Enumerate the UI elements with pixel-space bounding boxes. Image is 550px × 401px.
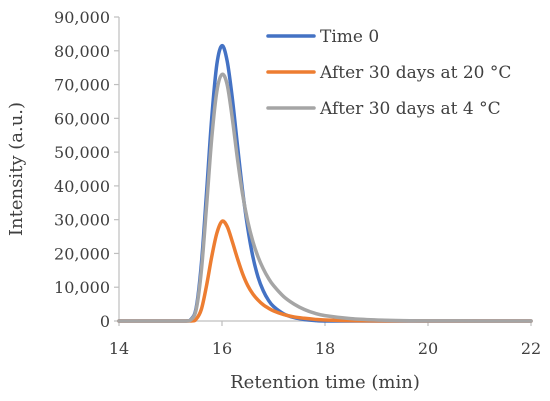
- plot-area: 0 10,000 20,000 30,000 40,000 50,000 60,000 70,…: [54, 8, 541, 358]
- x-tick-label: 16: [212, 339, 232, 358]
- y-tick-label: 40,000: [54, 177, 110, 196]
- x-tick-label: 22: [521, 339, 541, 358]
- x-tick-label: 20: [418, 339, 438, 358]
- legend-label-0: Time 0: [320, 27, 379, 47]
- series-line-2: [117, 72, 533, 323]
- y-tick-label: 30,000: [54, 211, 110, 230]
- y-tick-label: 20,000: [54, 244, 110, 263]
- legend: Time 0 After 30 days at 20 °C After 30 day…: [266, 27, 511, 119]
- series-line-0: [117, 43, 533, 323]
- y-tick-label: 50,000: [54, 143, 110, 162]
- x-axis-ticks: 14 16 18 20 22: [109, 321, 541, 358]
- series-line-1: [117, 219, 533, 323]
- y-tick-label: 80,000: [54, 42, 110, 61]
- y-tick-label: 70,000: [54, 76, 110, 95]
- y-tick-label: 60,000: [54, 109, 110, 128]
- x-tick-label: 14: [109, 339, 129, 358]
- x-axis-title: Retention time (min): [230, 372, 420, 393]
- x-tick-label: 18: [315, 339, 335, 358]
- series-lines: [117, 43, 533, 323]
- legend-label-1: After 30 days at 20 °C: [319, 63, 511, 83]
- y-axis-title: Intensity (a.u.): [6, 102, 27, 236]
- y-tick-label: 10,000: [54, 278, 110, 297]
- y-tick-label: 90,000: [54, 8, 110, 27]
- y-tick-label: 0: [100, 312, 110, 331]
- y-axis-ticks: 0 10,000 20,000 30,000 40,000 50,000 60,000 70,…: [54, 8, 119, 331]
- legend-label-2: After 30 days at 4 °C: [319, 99, 501, 119]
